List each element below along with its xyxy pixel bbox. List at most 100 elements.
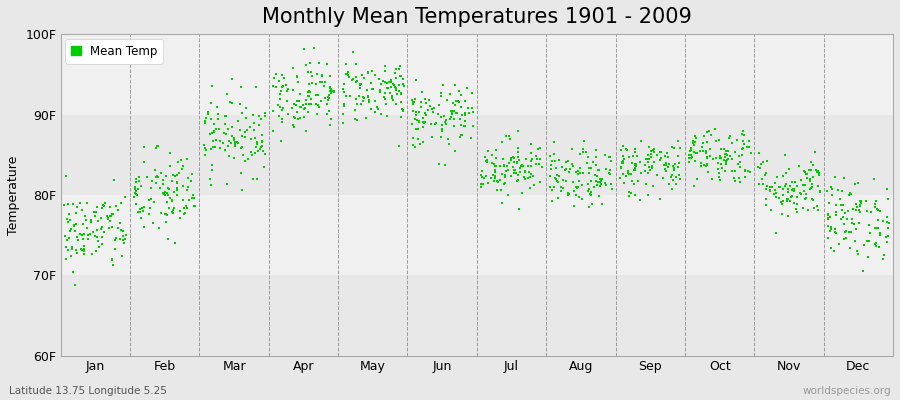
- Point: [778, 181, 793, 187]
- Point: [94, 234, 109, 240]
- Point: [76, 221, 90, 228]
- Point: [197, 151, 211, 158]
- Point: [832, 241, 847, 248]
- Point: [533, 179, 547, 185]
- Point: [780, 198, 795, 204]
- Point: [545, 158, 560, 164]
- Point: [86, 228, 100, 235]
- Point: [301, 69, 315, 75]
- Point: [768, 180, 782, 186]
- Point: [67, 222, 81, 228]
- Point: [463, 110, 477, 116]
- Point: [79, 217, 94, 223]
- Point: [487, 178, 501, 184]
- Point: [646, 146, 661, 153]
- Point: [418, 119, 433, 125]
- Point: [170, 172, 184, 178]
- Point: [323, 88, 338, 94]
- Point: [235, 110, 249, 117]
- Point: [64, 252, 78, 259]
- Point: [393, 114, 408, 120]
- Point: [424, 120, 438, 127]
- Point: [248, 84, 263, 90]
- Point: [310, 92, 324, 98]
- Point: [598, 182, 613, 188]
- Point: [151, 143, 166, 150]
- Point: [410, 109, 424, 116]
- Point: [337, 101, 351, 108]
- Point: [661, 154, 675, 160]
- Point: [58, 256, 73, 263]
- Point: [162, 162, 176, 169]
- Point: [176, 210, 191, 217]
- Point: [627, 161, 642, 167]
- Point: [522, 169, 536, 175]
- Point: [443, 91, 457, 98]
- Point: [665, 186, 680, 192]
- Point: [129, 191, 143, 198]
- Point: [721, 148, 735, 154]
- Point: [204, 146, 219, 152]
- Point: [144, 184, 158, 191]
- Point: [584, 188, 598, 195]
- Point: [752, 164, 766, 170]
- Point: [68, 210, 83, 216]
- Point: [274, 119, 289, 125]
- Point: [881, 225, 896, 232]
- Point: [547, 139, 562, 145]
- Point: [843, 229, 858, 236]
- Point: [552, 157, 566, 164]
- Point: [628, 165, 643, 171]
- Point: [342, 73, 356, 80]
- Point: [228, 141, 242, 147]
- Point: [199, 147, 213, 153]
- Point: [580, 188, 595, 194]
- Point: [304, 101, 319, 107]
- Point: [234, 84, 248, 90]
- Point: [417, 120, 431, 126]
- Point: [220, 126, 235, 132]
- Point: [441, 136, 455, 142]
- Point: [717, 157, 732, 163]
- Point: [348, 115, 363, 122]
- Point: [665, 144, 680, 150]
- Point: [474, 167, 489, 174]
- Point: [581, 204, 596, 210]
- Point: [94, 241, 109, 248]
- Point: [172, 170, 186, 176]
- Point: [69, 204, 84, 210]
- Point: [517, 174, 531, 180]
- Point: [408, 116, 422, 122]
- Point: [528, 161, 543, 168]
- Point: [564, 146, 579, 152]
- Point: [182, 197, 196, 203]
- Point: [341, 72, 356, 78]
- Point: [370, 104, 384, 111]
- Point: [523, 184, 537, 191]
- Point: [512, 206, 526, 212]
- Point: [247, 127, 261, 134]
- Point: [857, 242, 871, 248]
- Point: [304, 96, 319, 102]
- Point: [562, 169, 577, 176]
- Point: [409, 77, 423, 83]
- Point: [286, 64, 301, 71]
- Point: [292, 116, 306, 122]
- Point: [291, 79, 305, 85]
- Point: [577, 138, 591, 144]
- Point: [873, 208, 887, 214]
- Point: [700, 138, 715, 145]
- Point: [559, 159, 573, 165]
- Point: [187, 195, 202, 202]
- Point: [524, 141, 538, 147]
- Point: [842, 192, 856, 198]
- Point: [292, 98, 306, 104]
- Point: [643, 166, 657, 173]
- Point: [789, 208, 804, 215]
- Point: [205, 162, 220, 168]
- Point: [834, 202, 849, 208]
- Point: [670, 164, 685, 170]
- Point: [731, 160, 745, 167]
- Point: [238, 105, 253, 112]
- Point: [835, 188, 850, 194]
